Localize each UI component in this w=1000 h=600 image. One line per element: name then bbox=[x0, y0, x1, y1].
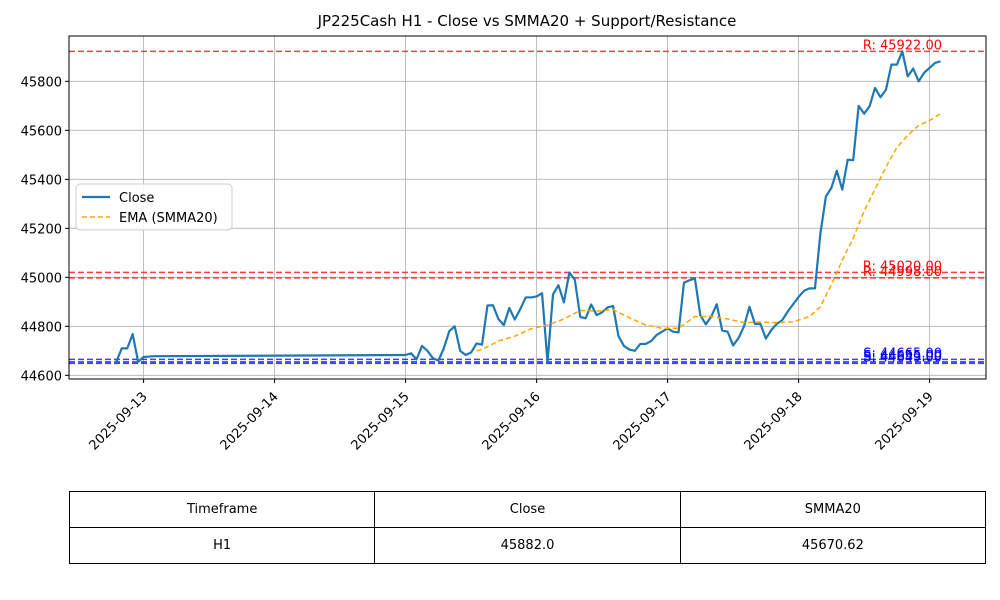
plot-frame bbox=[68, 35, 987, 380]
close-series-line bbox=[115, 50, 941, 363]
support-label: S: 44649.00 bbox=[863, 350, 942, 365]
x-tick-label: 2025-09-15 bbox=[349, 389, 413, 453]
legend-entry: EMA (SMMA20) bbox=[119, 211, 218, 226]
y-tick-label: 45000 bbox=[21, 271, 62, 286]
table-header-row: Timeframe Close SMMA20 bbox=[68, 491, 987, 528]
x-tick-label: 2025-09-16 bbox=[480, 389, 544, 453]
legend-entry: Close bbox=[119, 191, 154, 206]
chart-title: JP225Cash H1 - Close vs SMMA20 + Support… bbox=[317, 12, 737, 30]
resistance-label: R: 45020.00 bbox=[863, 259, 942, 274]
x-tick-label: 2025-09-17 bbox=[611, 389, 675, 453]
summary-table: Timeframe Close SMMA20 H1 45882.0 45670.62 bbox=[68, 491, 987, 564]
y-tick-label: 45200 bbox=[21, 222, 62, 237]
ema-series-line bbox=[476, 113, 941, 352]
y-tick-label: 45600 bbox=[21, 124, 62, 139]
resistance-label: R: 45922.00 bbox=[863, 38, 942, 53]
y-tick-label: 45400 bbox=[21, 173, 62, 188]
support-label: S: 44655.00 bbox=[863, 349, 942, 364]
table-row: H1 45882.0 45670.62 bbox=[68, 527, 987, 564]
table-header-cell: Timeframe bbox=[68, 491, 376, 528]
chart: JP225Cash H1 - Close vs SMMA20 + Support… bbox=[21, 12, 987, 453]
y-tick-label: 45800 bbox=[21, 75, 62, 90]
table-cell: 45670.62 bbox=[679, 527, 987, 564]
table-cell: H1 bbox=[68, 527, 376, 564]
x-tick-label: 2025-09-13 bbox=[87, 389, 151, 453]
support-label: S: 44665.00 bbox=[863, 346, 942, 361]
axis-ticks: 2025-09-13 2025-09-14 2025-09-15 2025-09-16… bbox=[21, 75, 937, 453]
x-tick-label: 2025-09-19 bbox=[873, 389, 937, 453]
y-tick-label: 44600 bbox=[21, 369, 62, 384]
resistance-label: R: 44998.00 bbox=[863, 265, 942, 280]
table-header-cell: SMMA20 bbox=[679, 491, 987, 528]
series bbox=[115, 50, 941, 363]
legend: Close EMA (SMMA20) bbox=[75, 183, 233, 231]
y-tick-label: 44800 bbox=[21, 320, 62, 335]
x-tick-label: 2025-09-18 bbox=[742, 389, 806, 453]
level-labels: R: 45922.00 R: 45020.00R: 44998.00 S: 4466… bbox=[863, 38, 942, 365]
table-cell: 45882.0 bbox=[374, 527, 681, 564]
legend-box bbox=[75, 183, 233, 231]
x-tick-label: 2025-09-14 bbox=[218, 389, 282, 453]
table-header-cell: Close bbox=[374, 491, 681, 528]
